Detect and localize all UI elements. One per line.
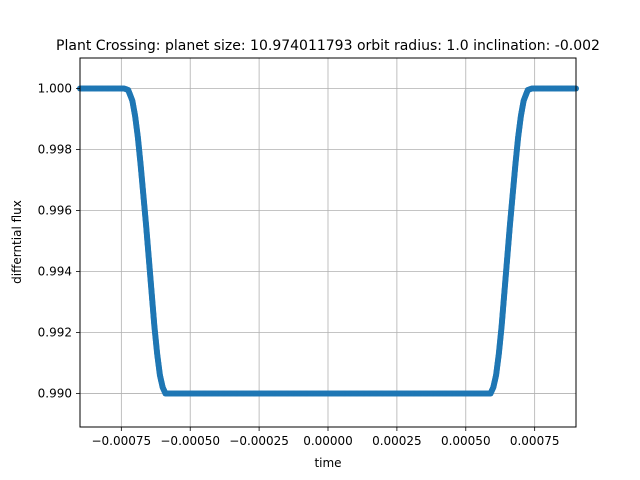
x-tick-label: 0.00000 <box>303 434 353 448</box>
data-series <box>77 85 579 397</box>
x-tick-label: 0.00075 <box>510 434 560 448</box>
axis-ticks: −0.00075 −0.00050 −0.00025 0.00000 0.00025 0.… <box>38 81 560 448</box>
x-tick-label: −0.00050 <box>160 434 220 448</box>
y-tick-label: 0.998 <box>38 142 72 156</box>
y-tick-label: 0.992 <box>38 325 72 339</box>
x-tick-label: 0.00025 <box>372 434 422 448</box>
x-tick-label: 0.00050 <box>441 434 491 448</box>
x-tick-label: −0.00025 <box>229 434 289 448</box>
chart-title: Plant Crossing: planet size: 10.97401179… <box>56 38 600 54</box>
x-tick-label: −0.00075 <box>91 434 151 448</box>
x-axis-label: time <box>314 456 341 470</box>
y-tick-label: 1.000 <box>38 81 72 95</box>
y-tick-label: 0.990 <box>38 386 72 400</box>
y-tick-label: 0.996 <box>38 203 72 217</box>
y-tick-label: 0.994 <box>38 264 72 278</box>
y-axis-label: differntial flux <box>10 200 24 284</box>
